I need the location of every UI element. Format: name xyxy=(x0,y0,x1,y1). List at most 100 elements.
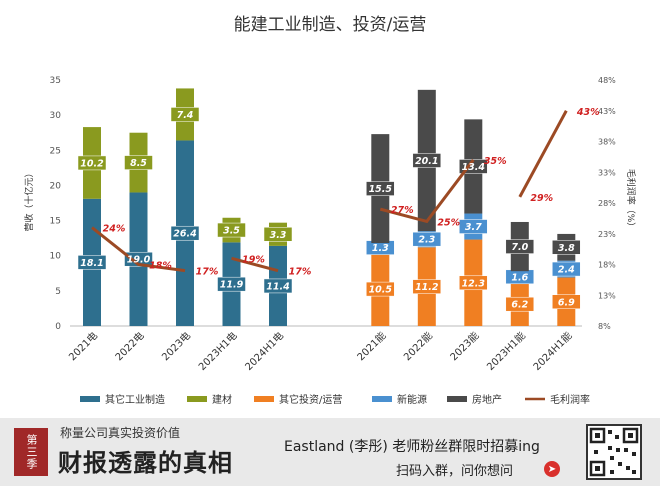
margin-label: 17% xyxy=(289,267,312,278)
bar-value-label: 2.4 xyxy=(558,265,575,276)
margin-label: 19% xyxy=(242,254,265,265)
bar-label-bg xyxy=(263,227,293,242)
bar-value-label: 20.1 xyxy=(415,156,438,167)
bar-label-bg xyxy=(412,231,442,247)
bar-value-label: 12.3 xyxy=(462,278,486,289)
legend-label: 房地产 xyxy=(472,393,502,406)
bar-value-label: 11.2 xyxy=(415,282,439,293)
bar-value-label: 13.4 xyxy=(462,162,486,173)
x-tick-label: 2023H1能 xyxy=(484,329,528,373)
bar-label-bg xyxy=(217,222,246,238)
y-tick-label: 15 xyxy=(50,217,61,227)
bar-value-label: 8.5 xyxy=(130,158,147,169)
margin-line xyxy=(231,256,279,273)
legend-label: 毛利润率 xyxy=(550,393,590,406)
x-tick-label: 2023H1电 xyxy=(196,329,240,373)
bar-label-bg xyxy=(552,294,581,310)
bar-label-bg xyxy=(263,278,293,294)
y-tick-label: 10 xyxy=(50,252,62,262)
bar-value-label: 6.2 xyxy=(511,300,528,311)
margin-line xyxy=(518,110,568,198)
y-tick-label: 0 xyxy=(55,322,61,332)
bar-value-label: 7.4 xyxy=(177,110,194,121)
bar-label-bg xyxy=(124,251,153,267)
bar-label-bg xyxy=(505,296,535,312)
slogan-text: 称量公司真实投资价值 xyxy=(60,426,181,440)
legend-label: 其它工业制造 xyxy=(105,393,165,406)
bar-value-label: 3.5 xyxy=(223,226,240,237)
margin-label: 25% xyxy=(437,217,460,228)
bar-label-bg xyxy=(505,239,535,254)
bar-label-bg xyxy=(217,276,246,292)
bar-value-label: 6.9 xyxy=(558,297,575,308)
promo-text: Eastland (李彤) 老师粉丝群限时招募ing xyxy=(284,439,540,455)
margin-label: 29% xyxy=(530,193,553,204)
bar-value-label: 3.3 xyxy=(270,230,287,241)
margin-line xyxy=(379,159,475,224)
brand-title: 财报透露的真相 xyxy=(58,448,233,477)
margin-label: 43% xyxy=(576,107,600,118)
y2-tick-label: 23% xyxy=(598,230,616,239)
bar-value-label: 19.0 xyxy=(127,255,151,266)
y-tick-label: 5 xyxy=(55,287,61,297)
bar-label-bg xyxy=(366,181,395,196)
season-badge: 第三季 xyxy=(14,428,48,476)
x-tick-label: 2024H1电 xyxy=(242,329,286,373)
legend-swatch xyxy=(187,396,207,402)
bar-label-bg xyxy=(552,261,581,277)
x-tick-label: 2023电 xyxy=(159,329,193,363)
y2-tick-label: 43% xyxy=(598,107,616,116)
legend-label: 新能源 xyxy=(397,393,427,406)
chart: 能建工业制造、投资/运营 营收（十亿元） 毛利润率（%） 0 5 10 15 20 25 3… xyxy=(23,15,637,406)
y-tick-label: 35 xyxy=(50,76,61,86)
y2-tick-label: 48% xyxy=(598,76,616,85)
bar-label-bg xyxy=(170,107,200,122)
y2-tick-label: 18% xyxy=(598,261,616,270)
y2-tick-label: 28% xyxy=(598,199,616,208)
bar-value-label: 10.2 xyxy=(80,158,104,169)
bar-label-bg xyxy=(77,155,107,171)
bar-label-bg xyxy=(77,255,107,270)
margin-label: 35% xyxy=(484,156,507,167)
x-tick-label: 2022能 xyxy=(401,329,435,363)
bar-label-bg xyxy=(124,155,153,170)
cta-text[interactable]: 扫码入群，问你想问 xyxy=(396,464,514,479)
bar-value-label: 1.6 xyxy=(511,272,528,283)
margin-label: 24% xyxy=(103,224,126,235)
y2-tick-label: 33% xyxy=(598,168,616,177)
y2-tick-label: 38% xyxy=(598,138,616,147)
legend-swatch xyxy=(254,396,274,402)
legend-swatch xyxy=(447,396,467,402)
y2-tick-label: 13% xyxy=(598,291,616,300)
chart-title: 能建工业制造、投资/运营 xyxy=(234,15,427,35)
y-tick-label: 30 xyxy=(50,111,62,121)
y2-tick-label: 8% xyxy=(598,322,611,331)
arrow-right-icon[interactable]: ➤ xyxy=(544,461,560,477)
margin-line xyxy=(91,226,186,273)
bar-label-bg xyxy=(170,225,200,241)
bar-value-label: 3.8 xyxy=(558,243,575,254)
bar-value-label: 1.3 xyxy=(372,243,389,254)
y-axis-label: 营收（十亿元） xyxy=(23,168,35,231)
bar-value-label: 18.1 xyxy=(80,258,103,269)
margin-label: 17% xyxy=(196,267,219,278)
bar-value-label: 10.5 xyxy=(369,285,393,296)
x-tick-label: 2021能 xyxy=(354,329,388,363)
y2-axis-label: 毛利润率（%） xyxy=(625,169,637,232)
bar-value-label: 15.5 xyxy=(369,184,393,195)
bar-value-label: 11.4 xyxy=(266,281,290,292)
legend-label: 其它投资/运营 xyxy=(279,393,342,406)
x-tick-label: 2022电 xyxy=(112,329,146,363)
bar-value-label: 2.3 xyxy=(418,235,435,246)
bar-label-bg xyxy=(366,281,395,297)
bar-value-label: 3.7 xyxy=(465,222,482,233)
y-tick-label: 20 xyxy=(50,181,62,191)
margin-label: 18% xyxy=(149,261,172,272)
bar-label-bg xyxy=(459,219,488,234)
bar-label-bg xyxy=(552,240,581,255)
legend-label: 建材 xyxy=(212,393,232,406)
x-tick-label: 2023能 xyxy=(447,329,481,363)
qr-code-icon[interactable] xyxy=(586,424,642,480)
bar-value-label: 7.0 xyxy=(511,242,528,253)
x-tick-label: 2021电 xyxy=(66,329,100,363)
